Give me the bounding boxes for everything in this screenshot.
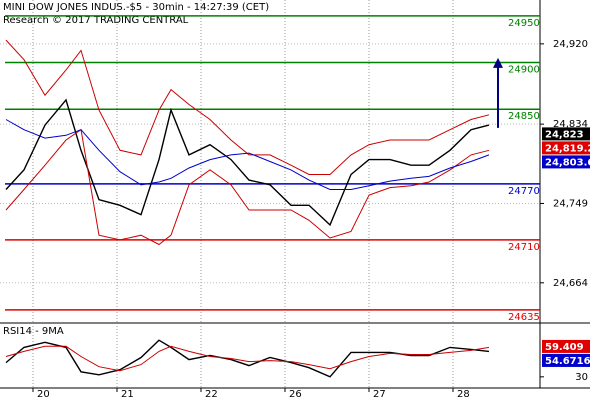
price-tag: [542, 155, 590, 169]
rsi-title: RSI14 - 9MA: [3, 326, 64, 337]
price-tag: [542, 141, 590, 155]
x-tick-label: 22: [205, 389, 218, 400]
level-label: 24850: [508, 111, 540, 122]
level-label: 24950: [508, 18, 540, 29]
y-tick-label: 24,749: [553, 198, 588, 209]
y-tick-label: 24,920: [553, 39, 588, 50]
level-label: 24635: [508, 312, 540, 323]
price-tag-label: 59.409: [545, 342, 584, 353]
series-line: [5, 128, 490, 246]
series-line: [5, 39, 490, 175]
y-tick-label: 24,664: [553, 278, 588, 289]
y-tick-label: 24,834: [553, 119, 588, 130]
target-arrowhead: [493, 57, 503, 68]
series-line: [5, 339, 490, 378]
x-tick-label: 20: [37, 389, 50, 400]
x-tick-label: 21: [121, 389, 134, 400]
price-tag: [542, 339, 590, 353]
chart-subtitle: Research © 2017 TRADING CENTRAL: [3, 15, 189, 26]
y-tick-label: 30: [575, 372, 588, 383]
x-tick-label: 28: [457, 389, 470, 400]
price-tag-label: 24,819.2: [545, 143, 590, 154]
price-tag-label: 54.6716: [545, 356, 590, 367]
series-line: [5, 119, 490, 190]
series-line: [5, 345, 490, 372]
price-tag-label: 24,803.6: [545, 157, 590, 168]
chart-title: MINI DOW JONES INDUS.-$5 - 30min - 14:27…: [3, 2, 269, 13]
level-label: 24900: [508, 65, 540, 76]
price-tag: [542, 353, 590, 367]
level-label: 24710: [508, 242, 540, 253]
series-line: [5, 98, 490, 227]
x-tick-label: 27: [373, 389, 386, 400]
level-label: 24770: [508, 186, 540, 197]
x-tick-label: 26: [289, 389, 302, 400]
price-tag: [542, 127, 590, 141]
price-tag-label: 24,823: [545, 129, 584, 140]
